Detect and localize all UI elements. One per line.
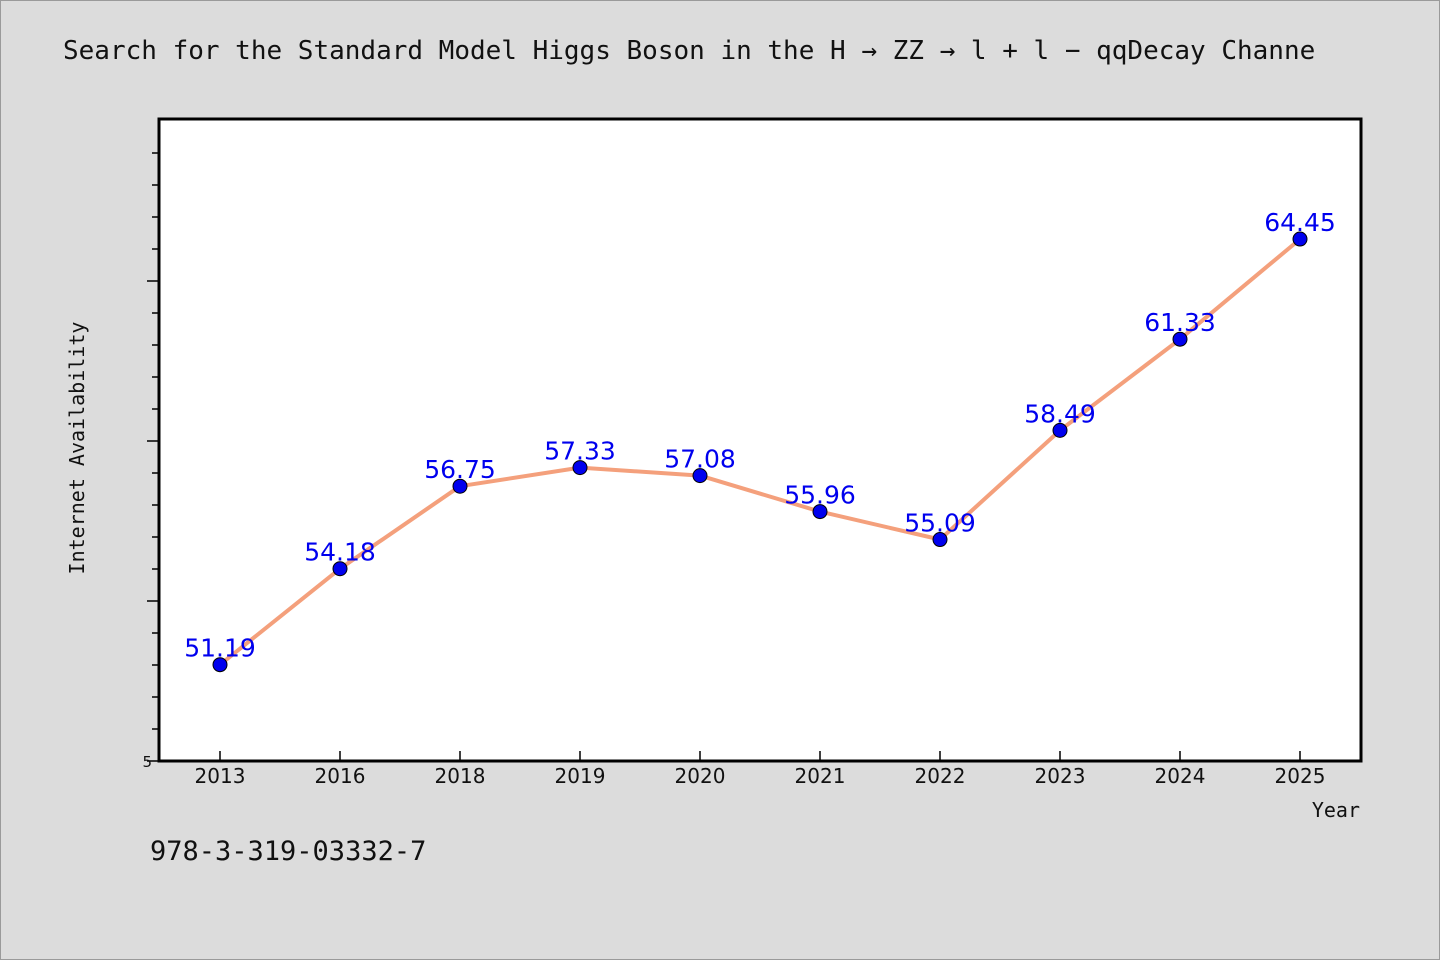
data-point — [452, 478, 468, 494]
data-label: 54.18 — [304, 538, 376, 567]
series-markers — [212, 231, 1308, 673]
x-tick-label: 2025 — [1275, 764, 1326, 788]
footer-text: 978-3-319-03332-7 — [150, 836, 427, 867]
plot-area — [157, 117, 1363, 763]
data-point — [812, 504, 828, 520]
data-point — [572, 460, 588, 476]
y-tick-label: 5 — [142, 753, 152, 771]
data-label: 55.09 — [904, 509, 976, 538]
data-label: 58.49 — [1024, 399, 1096, 428]
data-label: 51.19 — [184, 634, 256, 663]
data-point — [1172, 331, 1188, 347]
x-tick-label: 2022 — [915, 764, 966, 788]
data-point — [332, 561, 348, 577]
series-line — [218, 237, 1302, 667]
data-label: 57.33 — [544, 437, 616, 466]
x-tick-label: 2024 — [1155, 764, 1206, 788]
y-axis-ticks — [147, 152, 159, 762]
x-tick-label: 2013 — [195, 764, 246, 788]
data-label: 56.75 — [424, 455, 496, 484]
x-tick-label: 2023 — [1035, 764, 1086, 788]
x-tick-label: 2019 — [555, 764, 606, 788]
chart-title: Search for the Standard Model Higgs Boso… — [63, 36, 1316, 66]
data-point — [932, 532, 948, 548]
data-point — [692, 468, 708, 484]
data-label: 64.45 — [1264, 208, 1336, 237]
x-tick-label: 2021 — [795, 764, 846, 788]
x-tick-label: 2016 — [315, 764, 366, 788]
x-axis-ticks: 2013 2016 2018 2019 2020 2021 2022 2023 2024 2025 — [195, 751, 1326, 788]
data-label: 55.96 — [784, 481, 856, 510]
data-labels: 51.19 54.18 56.75 57.33 57.08 55.96 55.09 58.49… — [184, 208, 1336, 663]
x-axis-title: Year — [1312, 798, 1360, 822]
y-axis-title: Internet Availability — [65, 322, 89, 575]
data-point — [212, 657, 228, 673]
x-tick-label: 2020 — [675, 764, 726, 788]
x-tick-label: 2018 — [435, 764, 486, 788]
data-label: 57.08 — [664, 445, 736, 474]
data-label: 61.33 — [1144, 308, 1216, 337]
data-point — [1292, 231, 1308, 247]
data-point — [1052, 422, 1068, 438]
